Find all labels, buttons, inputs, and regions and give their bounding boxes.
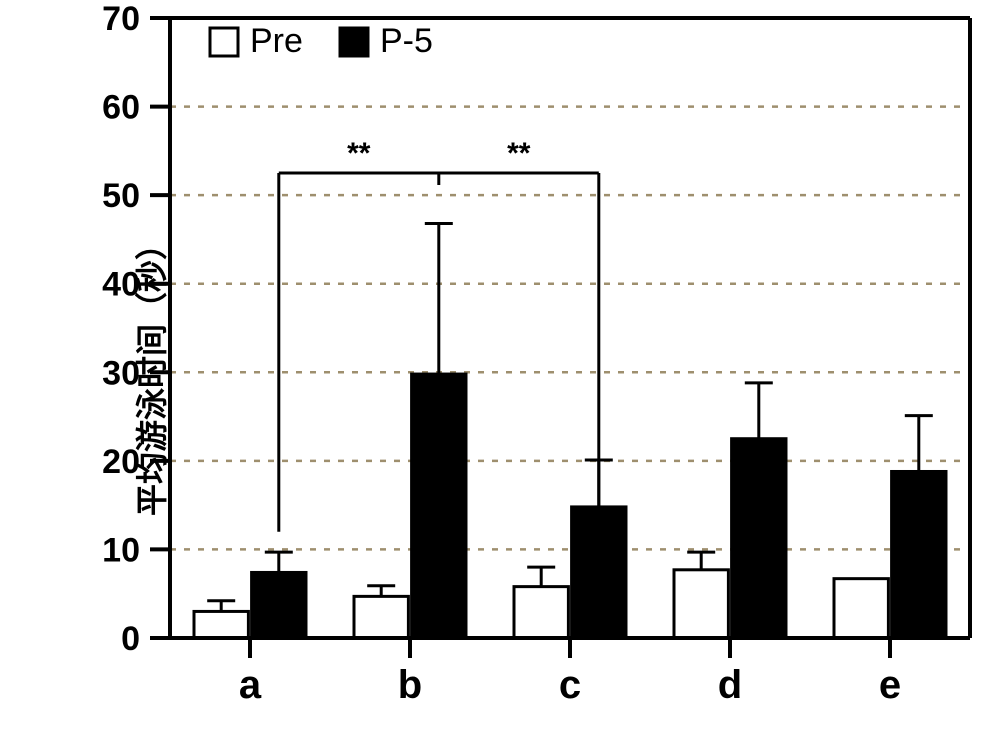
- xtick-label: e: [879, 663, 901, 707]
- xtick-label: b: [398, 663, 422, 707]
- ytick-label: 60: [102, 89, 140, 127]
- legend-label: Pre: [250, 22, 303, 60]
- significance-label: **: [507, 137, 531, 170]
- xtick-label: a: [239, 663, 262, 707]
- bar: [412, 374, 466, 638]
- chart-container: 平均游泳时间（秒） 010203040506070abcde****PreP-5: [0, 0, 1000, 744]
- bar: [194, 611, 248, 638]
- ytick-label: 0: [121, 620, 140, 658]
- ytick-label: 70: [102, 0, 140, 38]
- legend-swatch: [210, 28, 238, 56]
- xtick-label: c: [559, 663, 581, 707]
- bar: [354, 596, 408, 638]
- legend-swatch: [340, 28, 368, 56]
- y-axis-title: 平均游泳时间（秒）: [127, 228, 173, 516]
- bar: [252, 572, 306, 638]
- bar: [514, 587, 568, 638]
- bar: [674, 570, 728, 638]
- legend-label: P-5: [380, 22, 433, 60]
- bar: [892, 471, 946, 638]
- bar: [732, 439, 786, 638]
- bar: [834, 579, 888, 638]
- significance-label: **: [347, 137, 371, 170]
- xtick-label: d: [718, 663, 742, 707]
- ytick-label: 10: [102, 531, 140, 569]
- ytick-label: 50: [102, 177, 140, 215]
